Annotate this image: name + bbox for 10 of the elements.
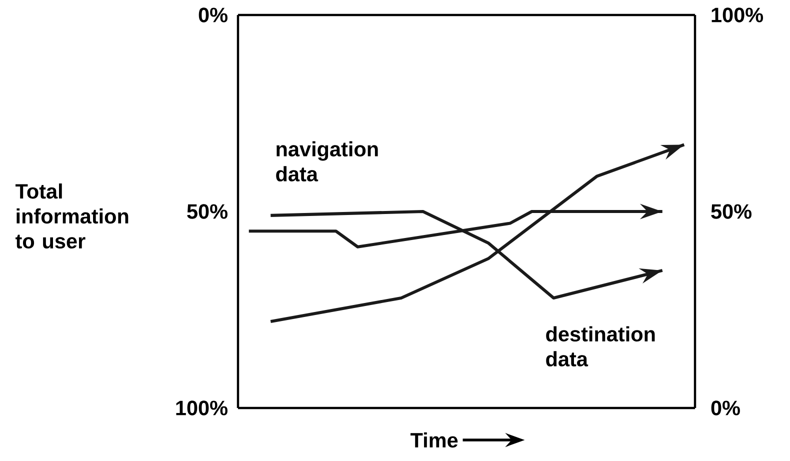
y-tick-label: 0% <box>198 8 228 22</box>
annotation: navigation data <box>276 141 378 182</box>
y-tick-label: 50% <box>187 204 228 219</box>
y2-tick-label: 0% <box>711 400 740 416</box>
y-axis-title: Total information to user <box>16 183 128 249</box>
y2-tick-label: 50% <box>711 204 752 219</box>
y-tick-label: 100% <box>176 400 228 416</box>
x-axis-title: Time <box>410 432 458 448</box>
y2-tick-label: 100% <box>712 8 764 22</box>
annotation: destination data <box>546 326 655 366</box>
